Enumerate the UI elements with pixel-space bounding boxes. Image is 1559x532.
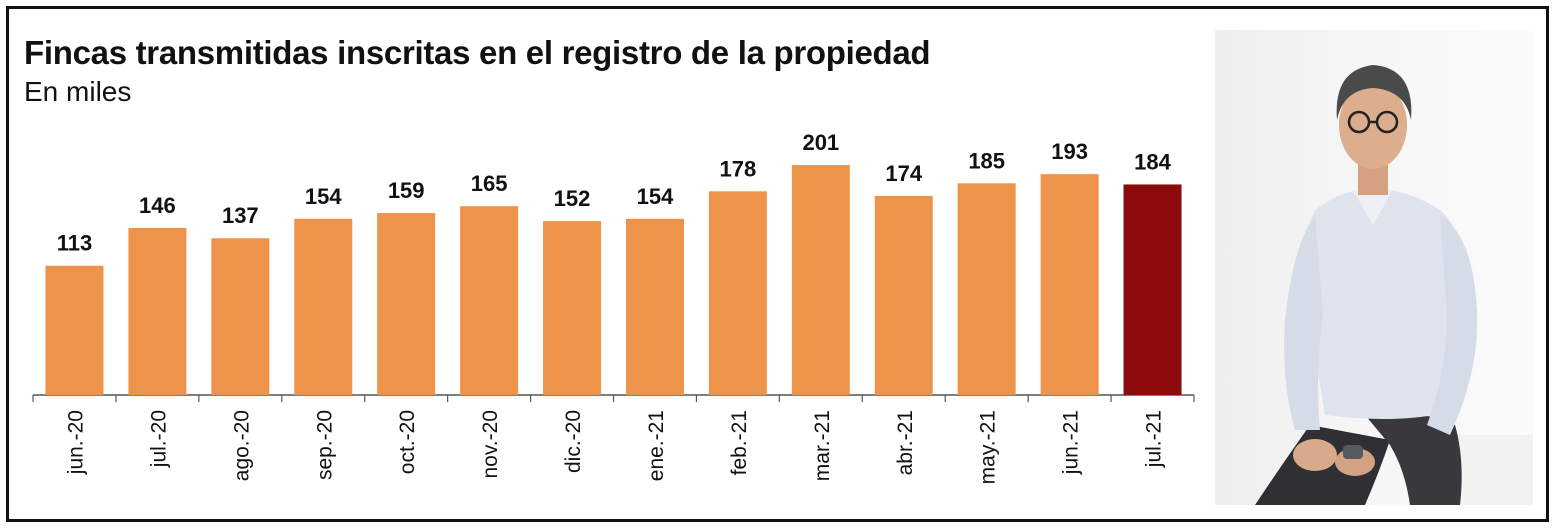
- category-label: dic.-20: [562, 410, 585, 473]
- bar-ago.-20: [211, 238, 270, 395]
- value-label: 174: [885, 161, 922, 186]
- category-label: nov.-20: [479, 410, 502, 479]
- bar-feb.-21: [708, 191, 767, 395]
- value-label: 113: [57, 231, 93, 256]
- category-label: jun.-20: [64, 410, 87, 475]
- bar-mar.-21: [791, 165, 850, 395]
- person-illustration: [1255, 65, 1533, 505]
- category-label: abr.-21: [894, 410, 917, 475]
- bar-dic.-20: [543, 221, 602, 395]
- bar-jun.-20: [45, 265, 104, 395]
- value-label: 193: [1051, 139, 1088, 164]
- category-label: mar.-21: [811, 410, 834, 481]
- category-label: oct.-20: [396, 410, 419, 474]
- value-label: 178: [720, 156, 757, 181]
- bar-jul.-20: [128, 227, 187, 395]
- category-label: ene.-21: [645, 410, 668, 481]
- bar-may.-21: [957, 183, 1016, 395]
- portrait-photo: [1215, 30, 1533, 505]
- value-label: 165: [471, 171, 508, 196]
- bar-abr.-21: [874, 195, 933, 395]
- value-label: 184: [1134, 149, 1171, 174]
- category-label: feb.-21: [728, 410, 751, 475]
- value-label: 146: [139, 193, 176, 218]
- value-label: 137: [222, 203, 259, 228]
- value-label: 201: [802, 130, 839, 155]
- category-label: sep.-20: [313, 410, 336, 480]
- bar-nov.-20: [460, 206, 519, 395]
- bar-ene.-21: [625, 218, 684, 395]
- category-label: jul.-21: [1143, 410, 1166, 468]
- category-label: may.-21: [977, 410, 1000, 484]
- category-label: jun.-21: [1060, 410, 1083, 475]
- value-label: 154: [637, 184, 674, 209]
- chart-title: Fincas transmitidas inscritas en el regi…: [24, 34, 931, 71]
- bar-sep.-20: [294, 218, 353, 395]
- category-label: ago.-20: [230, 410, 253, 481]
- value-label: 154: [305, 184, 342, 209]
- chart-subtitle: En miles: [24, 76, 132, 107]
- value-label: 185: [968, 148, 1005, 173]
- value-label: 152: [554, 186, 591, 211]
- category-label: jul.-20: [147, 410, 170, 468]
- bar-jul.-21: [1123, 184, 1182, 395]
- bar-oct.-20: [377, 213, 436, 395]
- bar-jun.-21: [1040, 174, 1099, 395]
- value-label: 159: [388, 178, 425, 203]
